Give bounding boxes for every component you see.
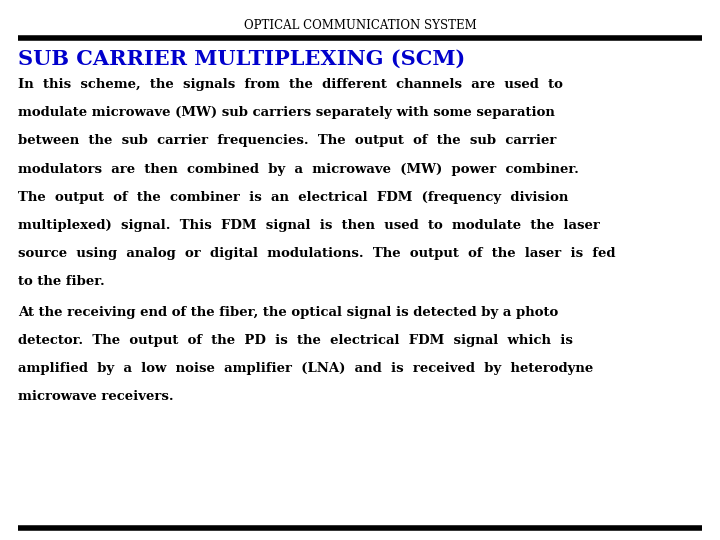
Text: to the fiber.: to the fiber. — [18, 275, 104, 288]
Text: detector.  The  output  of  the  PD  is  the  electrical  FDM  signal  which  is: detector. The output of the PD is the el… — [18, 334, 573, 347]
Text: modulate microwave (MW) sub carriers separately with some separation: modulate microwave (MW) sub carriers sep… — [18, 106, 555, 119]
Text: modulators  are  then  combined  by  a  microwave  (MW)  power  combiner.: modulators are then combined by a microw… — [18, 163, 579, 176]
Text: The  output  of  the  combiner  is  an  electrical  FDM  (frequency  division: The output of the combiner is an electri… — [18, 191, 568, 204]
Text: SUB CARRIER MULTIPLEXING (SCM): SUB CARRIER MULTIPLEXING (SCM) — [18, 49, 465, 69]
Text: microwave receivers.: microwave receivers. — [18, 390, 174, 403]
Text: In  this  scheme,  the  signals  from  the  different  channels  are  used  to: In this scheme, the signals from the dif… — [18, 78, 563, 91]
Text: source  using  analog  or  digital  modulations.  The  output  of  the  laser  i: source using analog or digital modulatio… — [18, 247, 616, 260]
Text: amplified  by  a  low  noise  amplifier  (LNA)  and  is  received  by  heterodyn: amplified by a low noise amplifier (LNA)… — [18, 362, 593, 375]
Text: At the receiving end of the fiber, the optical signal is detected by a photo: At the receiving end of the fiber, the o… — [18, 306, 558, 319]
Text: between  the  sub  carrier  frequencies.  The  output  of  the  sub  carrier: between the sub carrier frequencies. The… — [18, 134, 557, 147]
Text: multiplexed)  signal.  This  FDM  signal  is  then  used  to  modulate  the  las: multiplexed) signal. This FDM signal is … — [18, 219, 600, 232]
Text: OPTICAL COMMUNICATION SYSTEM: OPTICAL COMMUNICATION SYSTEM — [243, 19, 477, 32]
